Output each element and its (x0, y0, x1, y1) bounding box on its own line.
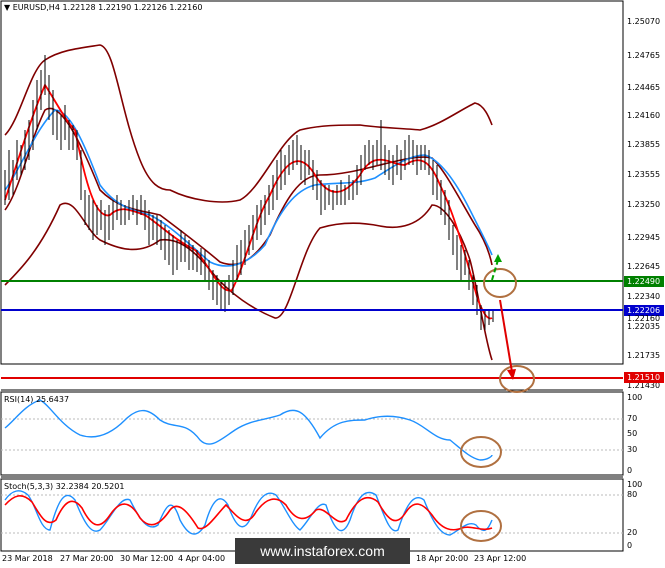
rsi-scale-label: 0 (627, 466, 633, 475)
stoch-signal-line (4, 495, 493, 531)
rsi-title: RSI(14) 25.6437 (4, 395, 70, 404)
time-axis-label: 27 Mar 20:00 (60, 554, 114, 563)
price-candles (4, 55, 494, 330)
stoch-title: Stoch(5,3,3) 32.2384 20.5201 (4, 482, 125, 491)
red-arrow (499, 299, 513, 373)
time-axis-label: 4 Apr 04:00 (178, 554, 226, 563)
support-price-tag: 1.22490 (624, 276, 664, 287)
target-price-tag: 1.21510 (624, 372, 664, 383)
price-axis-label: 1.23555 (627, 170, 661, 179)
price-axis-label: 1.25070 (627, 17, 661, 26)
stoch-scale-label: 80 (627, 490, 638, 499)
resistance-circle (483, 268, 517, 298)
price-axis-label: 1.21735 (627, 351, 661, 360)
rsi-line (4, 399, 493, 461)
green-arrow (491, 259, 499, 281)
rsi-scale-label: 30 (627, 445, 638, 454)
target-circle (499, 365, 535, 393)
time-axis-label: 18 Apr 20:00 (416, 554, 469, 563)
main-chart-title: ▼ EURUSD,H4 1.22128 1.22190 1.22126 1.22… (4, 3, 203, 12)
price-axis-label: 1.22340 (627, 292, 661, 301)
price-axis-label: 1.22645 (627, 262, 661, 271)
price-axis-label: 1.24765 (627, 51, 661, 60)
price-axis-label: 1.24160 (627, 111, 661, 120)
stoch-scale-label: 20 (627, 528, 638, 537)
main-chart-frame (0, 0, 624, 365)
ma-fast-line (4, 83, 493, 320)
stoch-main-line (4, 490, 493, 536)
bollinger-lower (4, 202, 493, 361)
time-axis-label: 23 Mar 2018 (2, 554, 53, 563)
stoch-scale-label: 100 (627, 480, 643, 489)
bid-price-label: 1.22160 (627, 314, 661, 323)
bollinger-middle (4, 107, 493, 266)
dropdown-triangle-icon[interactable]: ▼ (4, 3, 11, 12)
stoch-scale-label: 0 (627, 541, 633, 550)
time-axis-label: 30 Mar 12:00 (120, 554, 174, 563)
bollinger-upper (4, 44, 493, 203)
rsi-circle (460, 436, 502, 468)
rsi-scale-label: 50 (627, 429, 638, 438)
price-axis-label: 1.22945 (627, 233, 661, 242)
rsi-panel-frame (0, 391, 624, 476)
ma-slow-line (4, 109, 493, 267)
stoch-circle (460, 510, 502, 542)
price-axis-label: 1.23250 (627, 200, 661, 209)
price-axis-label: 1.23855 (627, 140, 661, 149)
rsi-scale-label: 100 (627, 393, 643, 402)
time-axis-label: 23 Apr 12:00 (474, 554, 527, 563)
price-axis-label: 1.21430 (627, 381, 661, 390)
current-price-tag: 1.22206 (624, 305, 664, 316)
price-axis-label: 1.22035 (627, 322, 661, 331)
rsi-scale-label: 70 (627, 414, 638, 423)
watermark-banner: www.instaforex.com (235, 538, 410, 564)
price-axis-label: 1.24465 (627, 83, 661, 92)
